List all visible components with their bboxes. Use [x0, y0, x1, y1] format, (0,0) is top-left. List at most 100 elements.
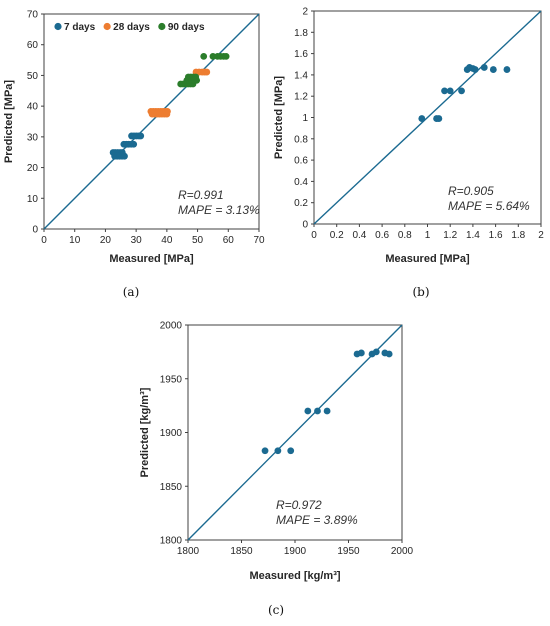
y-tick-label: 2000 [160, 321, 183, 332]
plot-frame [43, 13, 260, 230]
x-tick-label: 70 [253, 235, 265, 246]
x-tick-label: 20 [100, 235, 112, 246]
legend-label: 7 days [64, 22, 96, 33]
stat-annotation: R=0.972 [276, 498, 322, 512]
data-point [489, 66, 497, 73]
x-tick-label: 1.8 [511, 230, 525, 241]
data-point [458, 87, 465, 95]
y-tick-label: 1800 [160, 536, 183, 547]
y-tick-label: 0.6 [294, 156, 308, 167]
series-1 [261, 348, 393, 455]
data-point [441, 87, 448, 95]
y-tick-label: 50 [27, 71, 39, 82]
y-tick-label: 60 [27, 40, 39, 51]
identity-line [43, 13, 260, 230]
data-point [200, 52, 208, 60]
x-tick-label: 0.4 [352, 230, 366, 241]
series-1 [418, 64, 511, 122]
data-point [418, 115, 426, 122]
identity-line [187, 324, 403, 541]
y-tick-label: 20 [27, 163, 39, 174]
x-tick-label: 30 [131, 235, 143, 246]
data-point [480, 64, 488, 71]
y-tick-label: 0.8 [294, 134, 308, 145]
data-point [121, 152, 128, 160]
data-point [287, 447, 295, 455]
legend-label: 90 days [168, 22, 205, 33]
x-tick-label: 1850 [230, 546, 253, 557]
data-point [323, 407, 331, 415]
y-tick-label: 10 [27, 194, 39, 205]
x-tick-label: 0.8 [398, 230, 412, 241]
data-point [274, 447, 282, 455]
x-tick-label: 1.6 [489, 230, 503, 241]
y-tick-label: 1.2 [294, 92, 308, 103]
x-tick-label: 0.6 [375, 230, 389, 241]
legend-marker [158, 22, 166, 31]
x-tick-label: 2 [538, 230, 544, 241]
data-point [503, 66, 511, 73]
y-tick-label: 1.8 [294, 28, 308, 39]
panel-label: (b) [412, 285, 429, 299]
y-tick-label: 0 [302, 220, 308, 231]
x-tick-label: 1.2 [443, 230, 457, 241]
stat-annotation: MAPE = 3.13% [178, 203, 260, 217]
y-axis-label: Predicted [kg/m³] [139, 387, 151, 477]
x-tick-label: 1800 [177, 546, 200, 557]
stat-annotation: R=0.991 [178, 188, 224, 202]
series-3 [177, 52, 230, 88]
legend-label: 28 days [113, 22, 150, 33]
y-tick-label: 30 [27, 132, 39, 143]
data-point [192, 73, 200, 81]
y-tick-label: 70 [27, 10, 39, 21]
x-tick-label: 2000 [391, 546, 414, 557]
data-point [471, 66, 479, 73]
x-tick-label: 0 [311, 230, 317, 241]
data-point [446, 87, 454, 95]
y-tick-label: 1950 [160, 374, 183, 385]
data-point [357, 349, 365, 357]
x-tick-label: 1.4 [466, 230, 480, 241]
data-point [372, 348, 380, 356]
panel-label: (c) [268, 603, 284, 617]
x-tick-label: 1950 [337, 546, 360, 557]
y-tick-label: 1.4 [294, 70, 308, 81]
x-tick-label: 0 [41, 235, 47, 246]
data-point [385, 350, 393, 358]
identity-line [313, 10, 542, 225]
y-axis-label: Predicted [MPa] [273, 76, 285, 159]
legend-marker [54, 22, 62, 31]
y-tick-label: 0.4 [294, 177, 308, 188]
data-point [435, 115, 443, 122]
x-tick-label: 0.2 [330, 230, 344, 241]
data-point [163, 110, 171, 118]
chart-panel-3: 1800 1850 1900 1950 2000 1800 1850 1900 1950 2000… [139, 321, 414, 618]
x-axis-label: Measured [MPa] [109, 253, 194, 265]
data-point [314, 407, 321, 415]
y-tick-label: 0.2 [294, 198, 308, 209]
stat-annotation: MAPE = 3.89% [276, 513, 358, 527]
data-point [130, 140, 138, 148]
data-point [203, 68, 211, 76]
data-point [304, 407, 312, 415]
y-tick-label: 1900 [160, 428, 183, 439]
chart-panel-1: 0 10 20 30 40 50 60 70 0 10 20 30 40 50 60 70 7 days 28 d… [3, 10, 265, 300]
x-tick-label: 1 [425, 230, 431, 241]
x-tick-label: 50 [192, 235, 204, 246]
x-tick-label: 10 [69, 235, 81, 246]
stat-annotation: R=0.905 [448, 184, 494, 198]
series-2 [147, 68, 211, 118]
y-axis-label: Predicted [MPa] [3, 80, 15, 163]
y-tick-label: 1.6 [294, 49, 308, 60]
series-1 [109, 132, 145, 160]
x-axis-label: Measured [MPa] [385, 253, 470, 265]
x-axis-label: Measured [kg/m³] [249, 570, 340, 582]
x-tick-label: 40 [161, 235, 173, 246]
data-point [137, 132, 145, 140]
y-tick-label: 1 [302, 113, 308, 124]
data-point [261, 447, 269, 455]
chart-panel-2: 0 0.2 0.4 0.6 0.8 1 1.2 1.4 1.6 1.8 2 0 0.2 0.4 0.6 0.8… [273, 7, 544, 300]
legend-marker [103, 22, 111, 31]
y-tick-label: 1850 [160, 482, 183, 493]
